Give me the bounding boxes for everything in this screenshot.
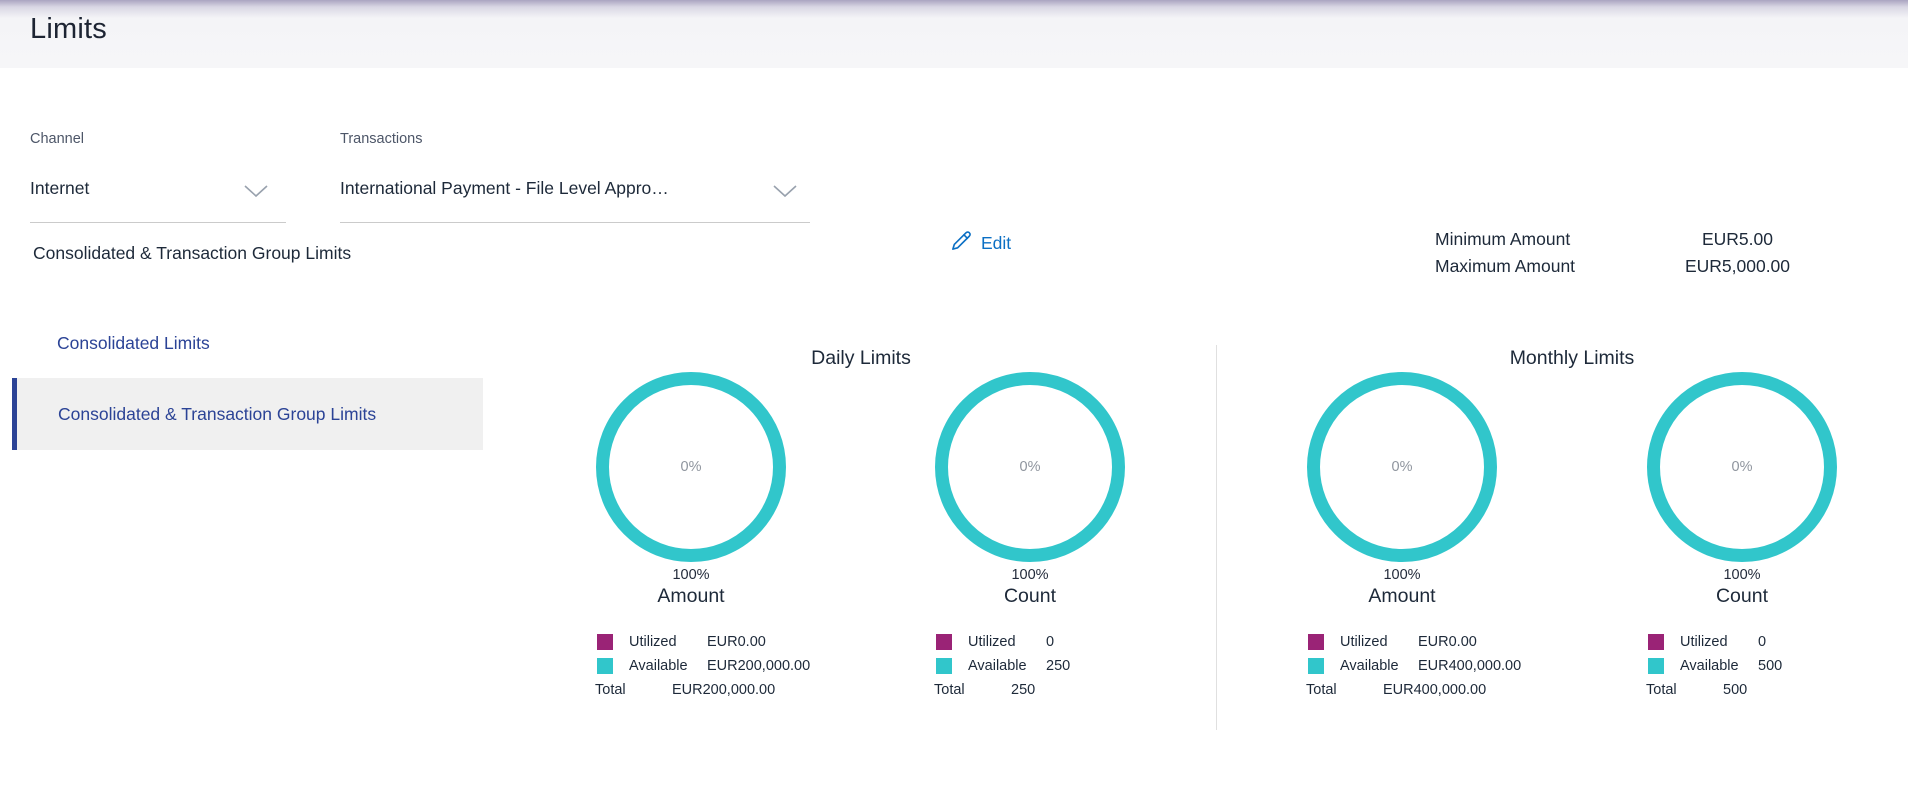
minimum-amount-label: Minimum Amount [1435, 229, 1571, 249]
legend-value: EUR400,000.00 [1418, 658, 1522, 674]
edit-button[interactable]: Edit [948, 228, 1011, 259]
chart-label: Count [1003, 585, 1057, 607]
legend-row-utilized: Utilized 0 [890, 630, 1170, 654]
donut-ring: 0% [1647, 372, 1837, 562]
legend-row-available: Available EUR200,000.00 [551, 654, 831, 678]
chevron-down-icon[interactable] [243, 184, 269, 198]
transactions-underline [340, 222, 810, 223]
legend-label: Utilized [1680, 634, 1728, 650]
legend-row-utilized: Utilized EUR0.00 [551, 630, 831, 654]
daily-count-chart: 0% 100% Count Utilized 0 Available 250 T… [890, 360, 1170, 702]
donut-utilized-percent: 0% [680, 459, 702, 475]
donut-available-percent: 100% [672, 567, 710, 583]
legend-value: 0 [1046, 634, 1055, 650]
legend-row-utilized: Utilized EUR0.00 [1262, 630, 1542, 654]
donut-available-percent: 100% [1723, 567, 1761, 583]
total-label: Total [934, 682, 965, 698]
chart-label: Amount [657, 585, 725, 607]
daily-limits-heading: Daily Limits [811, 347, 911, 369]
legend-label: Utilized [629, 634, 677, 650]
legend-row-total: Total EUR400,000.00 [1262, 678, 1542, 702]
total-value: 250 [1011, 682, 1036, 698]
section-divider [1216, 345, 1217, 730]
daily-amount-chart: 0% 100% Amount Utilized EUR0.00 Availabl… [551, 360, 831, 702]
nav-item-consolidated-limits[interactable]: Consolidated Limits [57, 333, 210, 353]
total-value: EUR200,000.00 [672, 682, 776, 698]
chart-legend: Utilized 0 Available 250 Total 250 [890, 630, 1170, 702]
donut-utilized-percent: 0% [1019, 459, 1041, 475]
donut-ring: 0% [1307, 372, 1497, 562]
donut-utilized-percent: 0% [1731, 459, 1753, 475]
utilized-swatch-icon [936, 634, 952, 650]
chart-label: Count [1715, 585, 1769, 607]
nav-item-consolidated-transaction-group-limits[interactable]: Consolidated & Transaction Group Limits [12, 378, 483, 450]
legend-row-utilized: Utilized 0 [1602, 630, 1882, 654]
legend-label: Available [1340, 658, 1399, 674]
legend-row-available: Available 250 [890, 654, 1170, 678]
total-label: Total [1646, 682, 1677, 698]
chart-label: Amount [1368, 585, 1436, 607]
chart-legend: Utilized EUR0.00 Available EUR200,000.00… [551, 630, 831, 702]
legend-value: 0 [1758, 634, 1767, 650]
total-value: 500 [1723, 682, 1748, 698]
legend-label: Available [1680, 658, 1739, 674]
page-title: Limits [30, 13, 107, 45]
legend-row-available: Available EUR400,000.00 [1262, 654, 1542, 678]
donut-ring: 0% [596, 372, 786, 562]
transactions-label: Transactions [340, 131, 423, 147]
donut-utilized-percent: 0% [1391, 459, 1413, 475]
channel-underline [30, 222, 286, 223]
transactions-select[interactable]: International Payment - File Level Appro… [340, 178, 669, 198]
legend-label: Utilized [968, 634, 1016, 650]
legend-row-total: Total 500 [1602, 678, 1882, 702]
chart-legend: Utilized EUR0.00 Available EUR400,000.00… [1262, 630, 1542, 702]
minimum-amount-value: EUR5.00 [1701, 229, 1773, 249]
channel-label: Channel [30, 131, 85, 147]
maximum-amount-label: Maximum Amount [1435, 256, 1576, 276]
maximum-amount-value: EUR5,000.00 [1684, 256, 1791, 276]
chevron-down-icon[interactable] [772, 184, 798, 198]
legend-value: 500 [1758, 658, 1783, 674]
monthly-limits-heading: Monthly Limits [1509, 347, 1635, 369]
donut-available-percent: 100% [1383, 567, 1421, 583]
utilized-swatch-icon [1648, 634, 1664, 650]
amount-range: Minimum Amount EUR5.00 Maximum Amount EU… [1435, 226, 1825, 280]
total-label: Total [595, 682, 626, 698]
monthly-count-chart: 0% 100% Count Utilized 0 Available 500 T… [1602, 360, 1882, 702]
legend-value: 250 [1046, 658, 1071, 674]
available-swatch-icon [1648, 658, 1664, 674]
legend-label: Available [629, 658, 688, 674]
donut-available-percent: 100% [1011, 567, 1049, 583]
utilized-swatch-icon [1308, 634, 1324, 650]
utilized-swatch-icon [597, 634, 613, 650]
legend-row-available: Available 500 [1602, 654, 1882, 678]
channel-select[interactable]: Internet [30, 178, 90, 198]
monthly-amount-chart: 0% 100% Amount Utilized EUR0.00 Availabl… [1262, 360, 1542, 702]
pencil-icon [948, 228, 974, 259]
total-value: EUR400,000.00 [1383, 682, 1487, 698]
chart-legend: Utilized 0 Available 500 Total 500 [1602, 630, 1882, 702]
available-swatch-icon [936, 658, 952, 674]
legend-label: Utilized [1340, 634, 1388, 650]
nav-item-label: Consolidated & Transaction Group Limits [58, 403, 377, 424]
available-swatch-icon [597, 658, 613, 674]
page-header [0, 0, 1908, 68]
total-label: Total [1306, 682, 1337, 698]
available-swatch-icon [1308, 658, 1324, 674]
legend-value: EUR0.00 [707, 634, 766, 650]
legend-row-total: Total 250 [890, 678, 1170, 702]
section-title: Consolidated & Transaction Group Limits [33, 243, 352, 263]
edit-button-label: Edit [981, 233, 1012, 253]
legend-value: EUR200,000.00 [707, 658, 811, 674]
donut-ring: 0% [935, 372, 1125, 562]
legend-row-total: Total EUR200,000.00 [551, 678, 831, 702]
legend-label: Available [968, 658, 1027, 674]
legend-value: EUR0.00 [1418, 634, 1477, 650]
